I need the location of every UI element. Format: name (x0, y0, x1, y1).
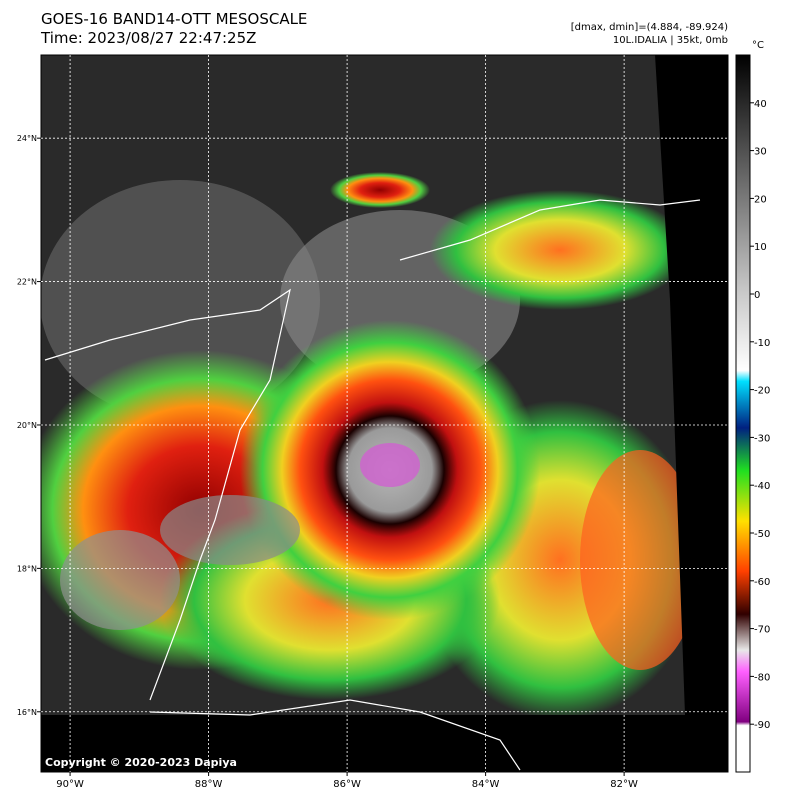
time: Time: 2023/08/27 22:47:25Z (40, 29, 256, 47)
colorbar-tick-label: -10 (754, 338, 770, 349)
colorbar-tick-label: -20 (754, 386, 770, 397)
colorbar-tick-label: -70 (754, 625, 770, 636)
colorbar-unit: °C (752, 40, 764, 51)
lon-label: 84°W (472, 779, 500, 790)
storm: 10L.IDALIA | 35kt, 0mb (613, 35, 728, 46)
lon-label: 86°W (333, 779, 361, 790)
lat-label: 18°N (17, 564, 37, 573)
range: [dmax, dmin]=(4.884, -89.924) (571, 22, 728, 33)
map-frame (40, 54, 729, 773)
lon-label: 88°W (195, 779, 223, 790)
colorbar-tick-label: -50 (754, 529, 770, 540)
colorbar-tick-label: 30 (754, 147, 767, 158)
title: GOES-16 BAND14-OTT MESOSCALE (41, 10, 307, 28)
lat-label: 22°N (17, 278, 37, 287)
lon-label: 82°W (610, 779, 638, 790)
satellite-image (41, 55, 728, 772)
colorbar-tick-label: 0 (754, 290, 760, 301)
colorbar-tick-label: -90 (754, 720, 770, 731)
lat-label: 24°N (17, 134, 37, 143)
copyright: Copyright © 2020-2023 Dapiya (45, 756, 237, 769)
colorbar-tick-label: 10 (754, 242, 767, 253)
lon-label: 90°W (56, 779, 84, 790)
colorbar-tick-label: -40 (754, 481, 770, 492)
colorbar-tick-label: 40 (754, 99, 767, 110)
lat-label: 16°N (17, 708, 37, 717)
lat-label: 20°N (17, 421, 37, 430)
colorbar (735, 54, 751, 773)
colorbar-tick-label: -80 (754, 672, 770, 683)
colorbar-tick-label: -60 (754, 577, 770, 588)
colorbar-tick-label: -30 (754, 433, 770, 444)
colorbar-tick-label: 20 (754, 194, 767, 205)
